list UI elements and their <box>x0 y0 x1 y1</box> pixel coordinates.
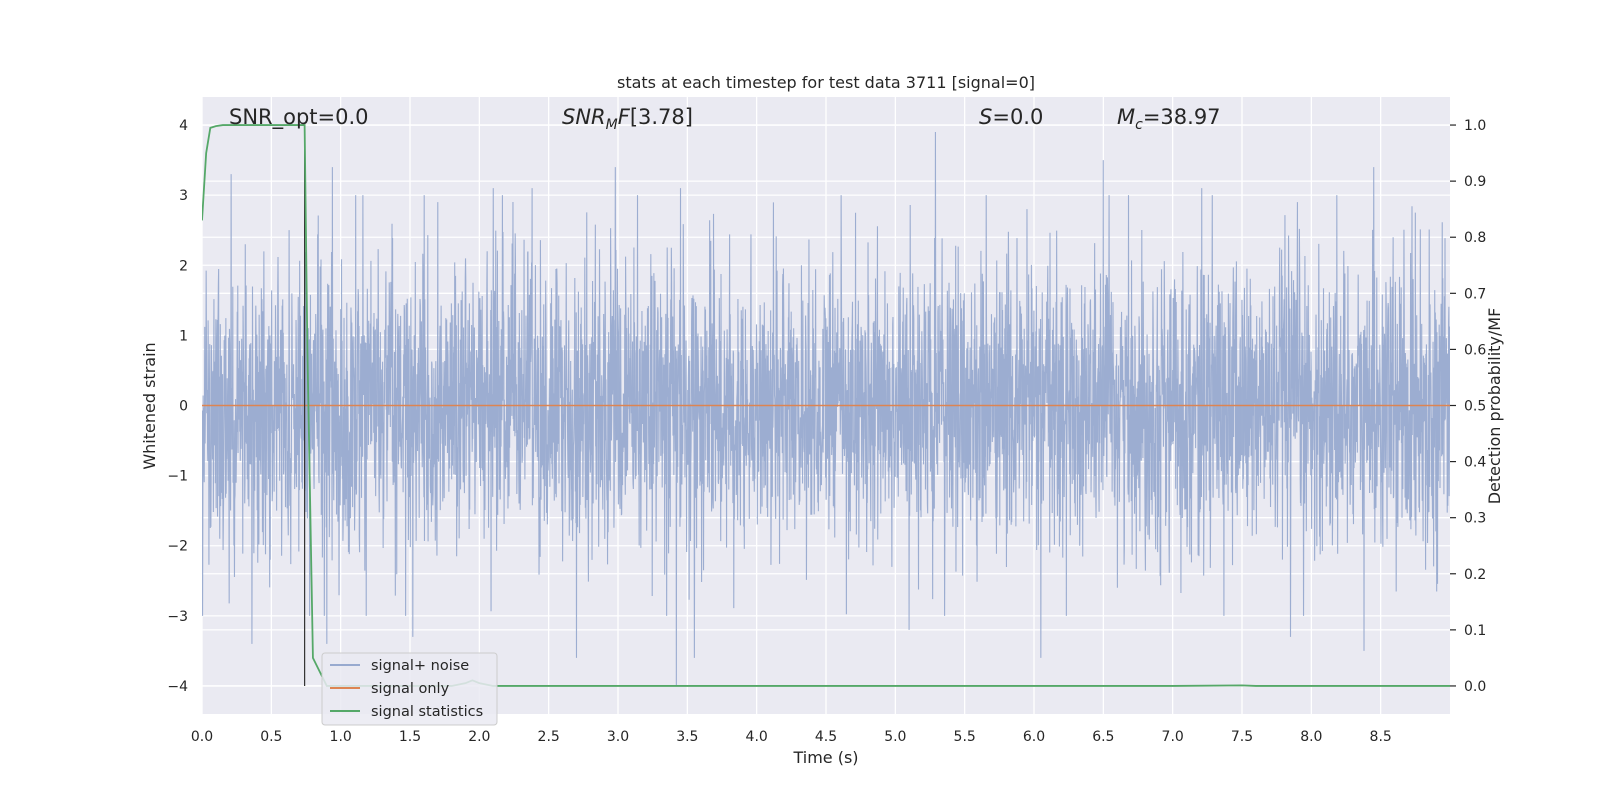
x-tick-label: 1.5 <box>399 729 421 745</box>
y-right-tick-label: 0.4 <box>1464 455 1486 471</box>
y-right-tick-label: 0.6 <box>1464 342 1486 358</box>
x-tick-label: 4.0 <box>746 729 768 745</box>
y-left-tick-label: 4 <box>179 118 188 134</box>
y-right-tick-label: 1.0 <box>1464 118 1486 134</box>
svg-text:S=0.0: S=0.0 <box>979 105 1043 129</box>
noise-trace <box>202 132 1450 686</box>
y-left-tick-label: 3 <box>179 188 188 204</box>
annotation-s-value: =0.0 <box>992 105 1043 129</box>
y-left-tick-label: −1 <box>167 469 188 485</box>
x-tick-label: 0.5 <box>260 729 282 745</box>
x-tick-label: 2.0 <box>468 729 490 745</box>
x-tick-label: 8.5 <box>1370 729 1392 745</box>
legend-label-signal-only: signal only <box>371 681 450 697</box>
x-tick-label: 0.0 <box>191 729 213 745</box>
y-right-tick-label: 0.8 <box>1464 230 1486 246</box>
y-right-tick-label: 0.1 <box>1464 623 1486 639</box>
legend-label-signal-statistics: signal statistics <box>371 704 483 720</box>
y-right-tick-label: 0.0 <box>1464 679 1486 695</box>
x-tick-label: 6.5 <box>1092 729 1114 745</box>
annotation-mc-value: =38.97 <box>1143 105 1221 129</box>
series-signal-noise <box>202 132 1450 686</box>
legend-label-signal-noise: signal+ noise <box>371 658 469 674</box>
y-axis-left-label: Whitened strain <box>140 342 159 469</box>
y-right-tick-label: 0.9 <box>1464 174 1486 190</box>
x-axis-ticks: 0.0 0.5 1.0 1.5 2.0 2.5 3.0 3.5 4.0 4.5 5.0 5.5 6.0 6… <box>191 729 1392 745</box>
y-left-tick-label: 2 <box>179 258 188 274</box>
y-left-tick-label: −4 <box>167 679 188 695</box>
x-tick-label: 7.0 <box>1162 729 1184 745</box>
y-right-tick-label: 0.5 <box>1464 399 1486 415</box>
y-right-tick-label: 0.7 <box>1464 286 1486 302</box>
x-tick-label: 1.0 <box>330 729 352 745</box>
legend-box <box>321 652 498 726</box>
x-tick-label: 2.5 <box>538 729 560 745</box>
annotation-s: S=0.0 <box>979 105 1043 129</box>
y-left-tick-label: −2 <box>167 539 188 555</box>
x-tick-label: 4.5 <box>815 729 837 745</box>
annotation-snr-opt: SNR_opt=0.0 <box>229 105 369 130</box>
x-tick-label: 6.0 <box>1023 729 1045 745</box>
legend: signal+ noise signal only signal statist… <box>321 652 498 726</box>
svg-text:SNRMF[3.78]: SNRMF[3.78] <box>562 105 693 133</box>
y-left-tick-label: −3 <box>167 609 188 625</box>
x-tick-label: 5.5 <box>954 729 976 745</box>
x-tick-label: 7.5 <box>1231 729 1253 745</box>
chart-title: stats at each timestep for test data 371… <box>617 73 1035 92</box>
x-tick-label: 3.5 <box>676 729 698 745</box>
y-right-tick-label: 0.3 <box>1464 511 1486 527</box>
annotation-snr-mf-value: [3.78] <box>630 105 693 129</box>
y-axis-right-ticks: 1.0 0.9 0.8 0.7 0.6 0.5 0.4 0.3 0.2 0.1 0.0 <box>1450 118 1486 695</box>
x-tick-label: 3.0 <box>607 729 629 745</box>
y-axis-left-ticks: 4 3 2 1 0 −1 −2 −3 −4 <box>167 118 188 695</box>
annotation-snr-mf: SNRMF[3.78] <box>562 105 693 133</box>
annotation-mc: Mc=38.97 <box>1117 105 1221 133</box>
y-left-tick-label: 0 <box>179 399 188 415</box>
y-axis-right-label: Detection probability/MF <box>1485 308 1504 505</box>
x-tick-label: 8.0 <box>1300 729 1322 745</box>
y-left-tick-label: 1 <box>179 328 188 344</box>
y-right-tick-label: 0.2 <box>1464 567 1486 583</box>
x-axis-label: Time (s) <box>792 748 858 767</box>
svg-text:Mc=38.97: Mc=38.97 <box>1117 105 1221 133</box>
x-tick-label: 5.0 <box>884 729 906 745</box>
